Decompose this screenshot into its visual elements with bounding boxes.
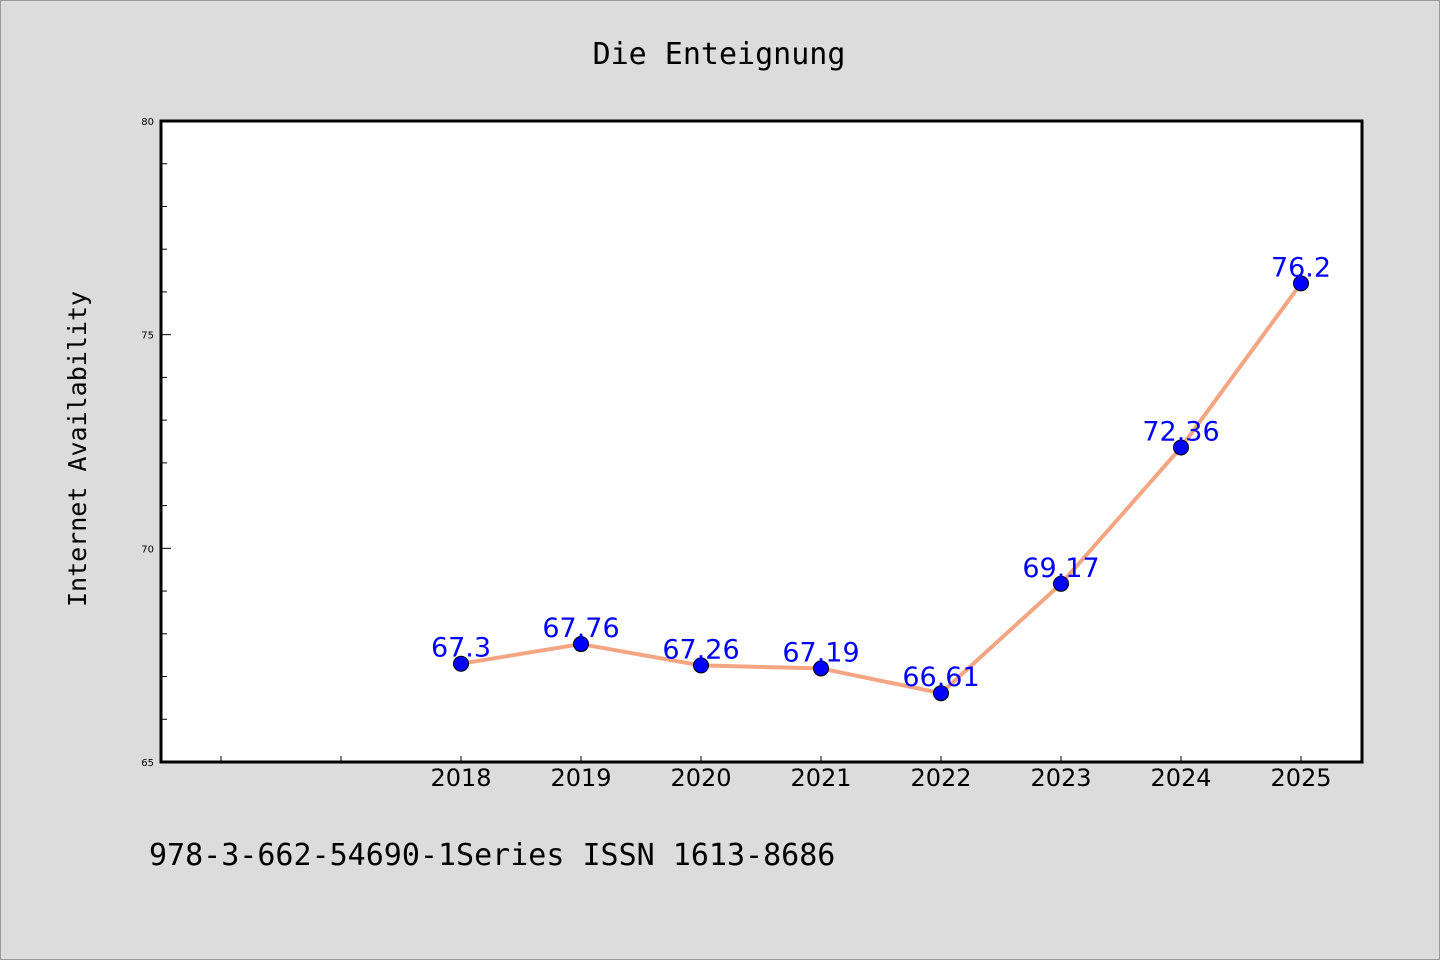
y-tick-label: 80 — [141, 117, 154, 128]
x-tick-label: 2018 — [430, 764, 491, 792]
y-tick-label: 70 — [141, 544, 154, 555]
x-tick-label: 2019 — [550, 764, 611, 792]
data-point — [813, 660, 829, 677]
x-tick-label: 2021 — [790, 764, 851, 792]
x-tick-label: 2024 — [1150, 764, 1211, 792]
data-label: 69.17 — [1022, 553, 1099, 584]
data-label: 67.3 — [431, 633, 491, 664]
x-tick-label: 2022 — [910, 764, 971, 792]
y-axis-label: Internet Availability — [63, 291, 92, 607]
data-point — [933, 685, 949, 702]
y-axis: 65 70 75 80 — [141, 117, 171, 769]
data-label: 67.19 — [782, 637, 859, 668]
chart-title: Die Enteignung — [593, 37, 846, 72]
data-point — [693, 657, 709, 674]
x-tick-label: 2025 — [1270, 764, 1331, 792]
series-layer: 67.3 67.76 67.26 67.19 66.61 69.17 72.36 76.2 — [431, 252, 1331, 702]
x-tick-label: 2023 — [1030, 764, 1091, 792]
x-axis: 2018 2019 2020 2021 2022 2023 2024 2025 — [220, 756, 1332, 792]
footer-text: 978-3-662-54690-1Series ISSN 1613-8686 — [149, 838, 835, 873]
data-label: 67.26 — [662, 634, 739, 665]
data-point — [1053, 575, 1069, 592]
y-tick-label: 65 — [141, 758, 154, 769]
data-point — [453, 655, 469, 672]
data-label: 66.61 — [902, 662, 979, 693]
data-label: 72.36 — [1142, 416, 1219, 447]
data-label: 76.2 — [1271, 252, 1331, 283]
data-point — [1173, 439, 1189, 456]
y-tick-label: 75 — [141, 331, 154, 342]
data-label: 67.76 — [542, 613, 619, 644]
series-line — [460, 282, 1303, 696]
x-tick-label: 2020 — [670, 764, 731, 792]
data-point — [1293, 275, 1309, 292]
data-point — [573, 636, 589, 653]
plot-area — [159, 119, 1364, 764]
